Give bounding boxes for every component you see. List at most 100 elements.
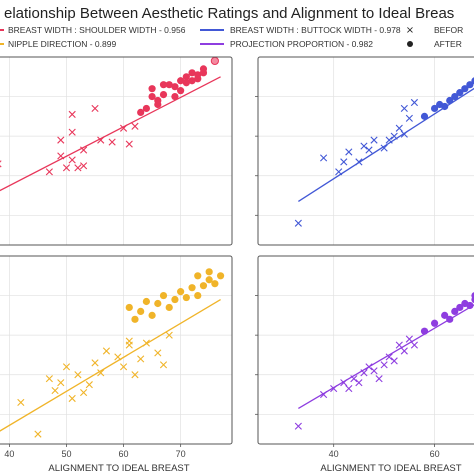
- after-point: [205, 268, 213, 276]
- before-point: [360, 142, 368, 150]
- before-point: [68, 110, 76, 118]
- before-point: [74, 371, 82, 379]
- before-point: [355, 158, 363, 166]
- after-point: [137, 307, 145, 316]
- before-point: [405, 114, 413, 122]
- plot-area: [0, 256, 232, 444]
- before-point: [410, 341, 418, 349]
- before-point: [395, 124, 403, 132]
- before-point: [45, 168, 53, 176]
- legend-marker-after: [407, 41, 413, 47]
- before-point: [68, 156, 76, 164]
- after-point: [182, 79, 190, 87]
- before-point: [62, 164, 71, 172]
- after-point: [165, 303, 173, 312]
- before-point: [131, 371, 139, 379]
- after-point: [471, 77, 474, 85]
- x-tick-label: 40: [4, 449, 14, 459]
- before-point: [57, 379, 65, 387]
- legend: BREAST WIDTH : SHOULDER WIDTH - 0.956 NI…: [0, 25, 463, 49]
- before-point: [375, 375, 383, 383]
- after-point: [125, 303, 133, 312]
- before-point: [385, 136, 393, 144]
- after-point: [188, 284, 196, 292]
- before-point: [91, 104, 99, 113]
- before-point: [57, 136, 65, 144]
- panel-frame: [257, 255, 474, 445]
- after-point: [446, 96, 454, 105]
- before-point: [165, 331, 173, 339]
- before-point: [335, 168, 343, 176]
- after-point: [216, 272, 225, 280]
- before-point: [45, 375, 53, 383]
- before-point: [330, 385, 338, 393]
- after-point: [451, 307, 459, 316]
- legend-label-4: BEFOR: [434, 25, 463, 35]
- plot-area: [258, 256, 474, 444]
- before-point: [340, 158, 348, 166]
- legend-label-5: AFTER: [434, 39, 462, 49]
- panel-top-right: [255, 56, 474, 246]
- after-point: [137, 108, 145, 117]
- before-point: [51, 386, 59, 395]
- before-point: [34, 430, 42, 438]
- after-point: [199, 282, 208, 290]
- panels: 40 50 60 70 ALIGNMENT TO IDEAL BREAST 40 60 ALI…: [0, 56, 474, 474]
- panel-frame: [0, 255, 233, 445]
- before-point: [365, 363, 373, 371]
- x-tick-label: 40: [329, 449, 339, 459]
- after-point: [466, 301, 474, 310]
- after-point: [205, 276, 213, 284]
- before-point: [119, 124, 128, 132]
- before-point: [390, 357, 398, 365]
- before-point: [68, 128, 76, 136]
- after-point: [451, 92, 459, 101]
- before-point: [102, 347, 111, 355]
- after-point: [177, 288, 185, 296]
- x-tick-label: 70: [176, 449, 186, 459]
- x-axis-label: ALIGNMENT TO IDEAL BREAST: [48, 463, 189, 474]
- after-point: [461, 85, 469, 93]
- plot-area: [0, 57, 232, 245]
- before-point: [125, 337, 133, 345]
- legend-marker-before: ×: [406, 25, 414, 36]
- before-point: [97, 369, 105, 377]
- before-point: [365, 146, 373, 154]
- before-point: [97, 136, 105, 144]
- panel-bottom-left: 40 50 60 70 ALIGNMENT TO IDEAL BREAST: [0, 255, 233, 474]
- before-point: [320, 154, 328, 162]
- fit-line: [298, 87, 474, 203]
- before-point: [68, 394, 76, 403]
- panel-top-left: [0, 56, 233, 246]
- legend-label-1: NIPPLE DIRECTION - 0.899: [8, 39, 116, 49]
- after-point: [194, 291, 202, 300]
- plot-area: [258, 57, 474, 245]
- legend-label-0: BREAST WIDTH : SHOULDER WIDTH - 0.956: [8, 25, 186, 35]
- after-point: [446, 315, 454, 323]
- after-point: [154, 96, 162, 105]
- legend-label-3: PROJECTION PROPORTION - 0.982: [230, 39, 373, 49]
- after-point: [188, 77, 196, 85]
- after-point: [182, 73, 190, 81]
- before-point: [57, 152, 65, 160]
- after-point: [430, 104, 439, 113]
- before-point: [380, 361, 388, 369]
- before-point: [125, 140, 133, 148]
- after-point: [148, 311, 156, 319]
- after-point: [420, 327, 429, 335]
- before-point: [400, 104, 408, 113]
- before-point: [320, 390, 328, 399]
- after-point: [471, 292, 474, 300]
- x-tick-label: 50: [61, 449, 71, 459]
- before-point: [80, 146, 88, 154]
- after-point: [171, 92, 179, 101]
- before-point: [385, 353, 393, 361]
- before-point: [91, 359, 99, 367]
- after-point: [159, 91, 168, 99]
- after-point: [159, 81, 168, 89]
- before-point: [395, 341, 403, 349]
- after-point: [420, 112, 429, 120]
- before-point: [405, 335, 413, 343]
- before-point: [345, 148, 353, 156]
- after-point: [142, 104, 150, 113]
